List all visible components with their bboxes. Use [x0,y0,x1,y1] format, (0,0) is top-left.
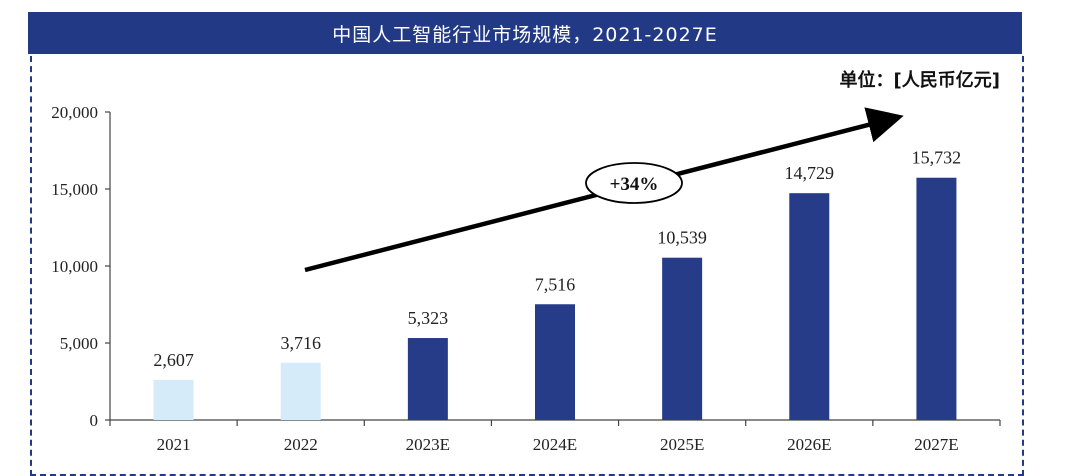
x-tick-label: 2022 [284,435,318,454]
bar-value-label: 2,607 [153,350,194,370]
bar [916,177,957,420]
dashed-border [30,56,1024,476]
bar [280,362,321,420]
bars: 2,607 3,716 5,323 7,516 10,539 14,729 15,732 [153,148,961,420]
y-tick-label: 10,000 [51,257,98,276]
y-tick-label: 20,000 [51,103,98,122]
x-tick-label: 2024E [533,435,577,454]
x-tick-label: 2027E [914,435,958,454]
y-tick-label: 5,000 [60,334,98,353]
bar-value-label: 5,323 [408,308,449,328]
growth-ellipse [585,162,683,204]
unit-label: 单位：[人民币亿元] [839,70,1000,91]
y-axis: 0 5,000 10,000 15,000 20,000 [51,103,111,430]
x-tick-label: 2026E [787,435,831,454]
bar [153,379,194,420]
growth-annotation: +34% [304,107,904,273]
y-tick-label: 0 [90,411,99,430]
bar-value-label: 14,729 [785,163,835,183]
bar [535,304,575,420]
x-tick-label: 2025E [660,435,704,454]
x-axis: 2021 2022 2023E 2024E 2025E 2026E 2027E [109,419,1001,454]
y-tick-label: 15,000 [51,180,98,199]
growth-label: +34% [610,174,659,195]
bar [407,338,448,420]
bar-value-label: 10,539 [657,228,707,248]
bar [789,193,830,420]
bar-value-label: 7,516 [535,274,576,294]
x-tick-label: 2023E [406,435,450,454]
bar-value-label: 3,716 [280,333,321,353]
x-tick-label: 2021 [157,435,191,454]
bar [662,257,703,420]
bar-value-label: 15,732 [912,148,962,168]
chart-title: 中国人工智能行业市场规模，2021-2027E [28,12,1022,54]
